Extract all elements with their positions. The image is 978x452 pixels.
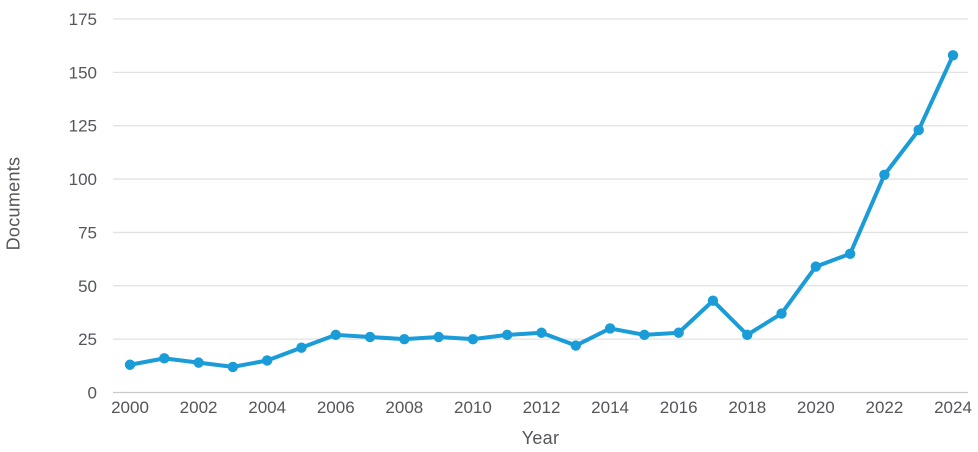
y-tick-label: 0 — [88, 384, 97, 403]
y-tick-label: 75 — [78, 223, 97, 242]
y-tick-label: 125 — [69, 117, 97, 136]
data-point-2001[interactable] — [159, 353, 170, 364]
data-point-2013[interactable] — [570, 340, 581, 351]
x-tick-label: 2016 — [660, 398, 698, 417]
x-tick-label: 2012 — [523, 398, 561, 417]
x-tick-label: 2020 — [797, 398, 835, 417]
x-tick-label: 2024 — [934, 398, 972, 417]
data-point-2016[interactable] — [673, 327, 684, 338]
data-point-2024[interactable] — [947, 50, 959, 61]
x-tick-label: 2006 — [317, 398, 355, 417]
data-point-2014[interactable] — [604, 323, 616, 334]
x-tick-label: 2000 — [111, 398, 149, 417]
x-tick-label: 2004 — [248, 398, 286, 417]
y-tick-label: 50 — [78, 277, 97, 296]
data-point-2022[interactable] — [879, 169, 890, 181]
data-point-2009[interactable] — [433, 331, 444, 343]
x-tick-label: 2002 — [180, 398, 218, 417]
data-point-2010[interactable] — [467, 333, 479, 345]
y-tick-label: 100 — [69, 170, 97, 189]
x-tick-label: 2018 — [728, 398, 766, 417]
documents-trend-line — [128, 53, 955, 369]
data-point-2017[interactable] — [707, 295, 719, 306]
data-point-2008[interactable] — [399, 333, 410, 345]
data-point-2018[interactable] — [742, 329, 753, 341]
y-tick-label: 25 — [78, 330, 97, 349]
data-point-2000[interactable] — [124, 359, 136, 370]
data-point-2005[interactable] — [296, 342, 307, 353]
data-point-2004[interactable] — [261, 355, 273, 366]
data-point-2015[interactable] — [639, 329, 650, 341]
y-tick-label: 150 — [69, 63, 97, 82]
data-point-2002[interactable] — [193, 357, 204, 368]
data-point-2007[interactable] — [364, 331, 376, 343]
data-point-2019[interactable] — [776, 308, 787, 319]
data-point-2003[interactable] — [227, 361, 239, 373]
y-tick-label: 175 — [69, 10, 97, 29]
x-axis-title: Year — [521, 428, 560, 448]
data-point-2020[interactable] — [810, 261, 822, 272]
x-tick-label: 2022 — [866, 398, 904, 417]
data-point-2006[interactable] — [330, 329, 341, 341]
x-tick-label: 2014 — [591, 398, 629, 417]
y-axis-title: Documents — [3, 156, 24, 251]
data-point-2021[interactable] — [844, 248, 856, 259]
x-tick-label: 2008 — [385, 398, 423, 417]
data-point-2011[interactable] — [502, 329, 513, 341]
data-point-2023[interactable] — [913, 124, 924, 136]
x-tick-label: 2010 — [454, 398, 492, 417]
data-point-2012[interactable] — [536, 327, 547, 338]
